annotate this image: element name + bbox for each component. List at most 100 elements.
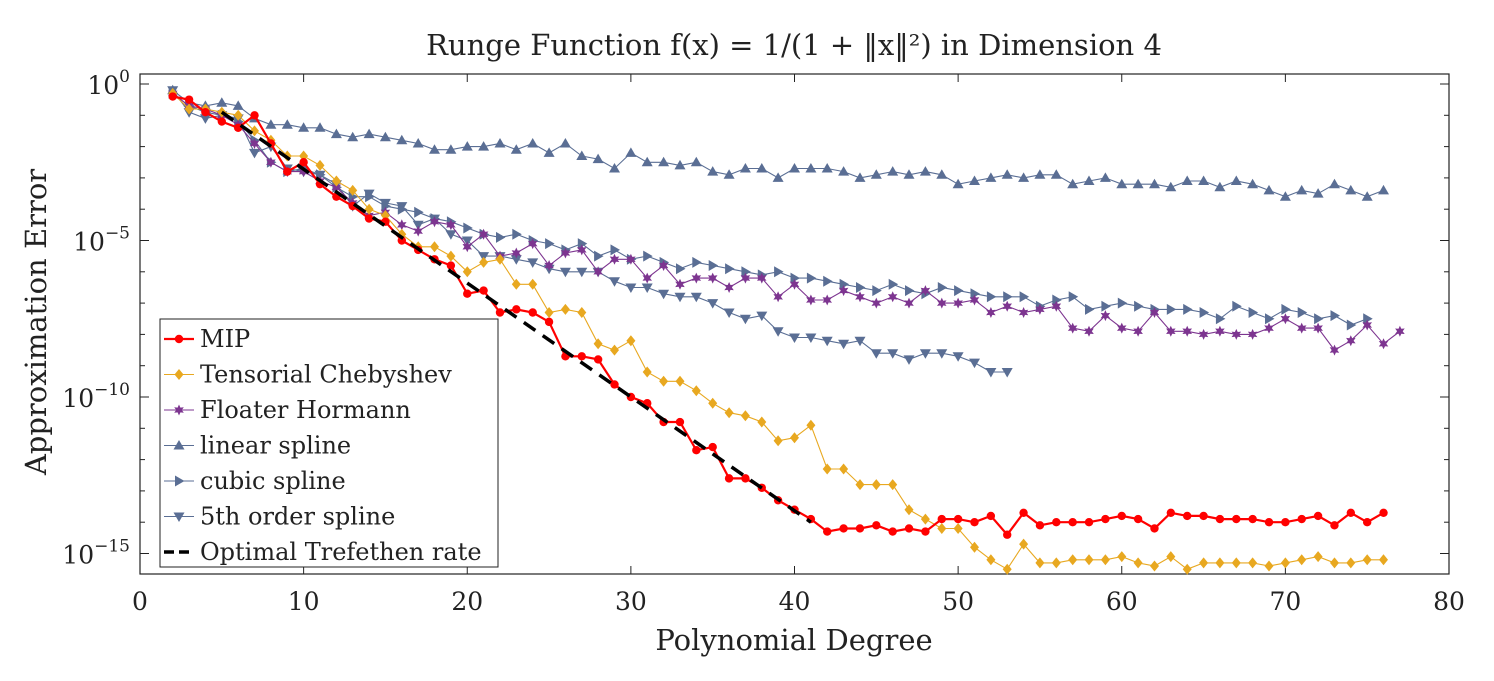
- data-point-mip: [512, 305, 521, 314]
- data-point-5th-order-spline: [527, 258, 539, 268]
- data-point-linear-spline: [1214, 181, 1226, 192]
- data-point-cubic-spline: [414, 206, 424, 218]
- data-point-cubic-spline: [594, 250, 604, 262]
- data-point-floater-hormann: [1067, 322, 1078, 334]
- data-point-tensorial-chebyshev: [560, 303, 570, 315]
- data-point-5th-order-spline: [461, 236, 473, 246]
- data-point-cubic-spline: [1052, 294, 1062, 306]
- data-point-tensorial-chebyshev: [724, 407, 734, 419]
- data-point-5th-order-spline: [609, 277, 620, 287]
- data-point-5th-order-spline: [985, 368, 997, 378]
- legend-item-linear-spline: linear spline: [164, 432, 351, 460]
- data-point-floater-hormann: [1182, 325, 1192, 337]
- data-point-tensorial-chebyshev: [1297, 554, 1307, 566]
- data-point-tensorial-chebyshev: [708, 397, 718, 409]
- data-point-tensorial-chebyshev: [544, 307, 554, 318]
- data-point-linear-spline: [281, 119, 293, 129]
- data-point-linear-spline: [838, 166, 850, 176]
- data-point-5th-order-spline: [707, 299, 719, 309]
- data-point-linear-spline: [1230, 175, 1242, 185]
- y-tick-exponent: −10: [94, 380, 130, 400]
- data-point-5th-order-spline: [379, 198, 391, 209]
- data-point-mip: [1019, 508, 1028, 518]
- data-point-floater-hormann: [1051, 300, 1062, 312]
- data-point-cubic-spline: [1281, 303, 1291, 315]
- data-point-mip: [446, 261, 456, 270]
- data-point-floater-hormann: [1264, 322, 1274, 334]
- data-point-linear-spline: [789, 163, 800, 173]
- data-point-floater-hormann: [609, 253, 620, 265]
- data-point-linear-spline: [478, 141, 490, 151]
- data-point-floater-hormann: [838, 285, 849, 297]
- series-line-optimal-trefethen-rate: [220, 110, 812, 524]
- data-point-tensorial-chebyshev: [1330, 557, 1339, 569]
- data-point-linear-spline: [1132, 178, 1144, 189]
- data-point-floater-hormann: [1395, 325, 1405, 337]
- data-point-mip: [1215, 514, 1225, 524]
- series-line-floater-hormann: [172, 92, 1401, 351]
- data-point-linear-spline: [396, 134, 408, 145]
- data-point-cubic-spline: [970, 288, 980, 300]
- data-point-cubic-spline: [512, 228, 522, 240]
- data-point-cubic-spline: [1346, 319, 1357, 331]
- y-tick-label: 10−5: [73, 224, 130, 257]
- data-point-tensorial-chebyshev: [806, 419, 816, 431]
- data-point-floater-hormann: [871, 297, 882, 309]
- data-point-mip: [528, 308, 537, 317]
- data-point-mip: [397, 236, 406, 245]
- legend-item-mip: MIP: [164, 325, 250, 353]
- data-point-cubic-spline: [1215, 313, 1226, 325]
- data-point-linear-spline: [445, 144, 457, 154]
- data-point-linear-spline: [347, 131, 359, 142]
- data-point-tensorial-chebyshev: [511, 278, 521, 290]
- data-point-floater-hormann: [527, 238, 538, 250]
- data-point-linear-spline: [1345, 184, 1357, 195]
- data-point-5th-order-spline: [625, 283, 637, 293]
- data-point-linear-spline: [1149, 178, 1160, 189]
- data-point-tensorial-chebyshev: [1068, 554, 1078, 566]
- data-point-cubic-spline: [823, 275, 833, 287]
- data-point-5th-order-spline: [363, 189, 375, 200]
- data-point-floater-hormann: [1149, 307, 1160, 318]
- data-point-tensorial-chebyshev: [348, 184, 358, 196]
- data-point-floater-hormann: [937, 297, 947, 309]
- data-point-tensorial-chebyshev: [855, 479, 865, 491]
- data-point-linear-spline: [919, 166, 931, 176]
- data-point-cubic-spline: [839, 278, 850, 290]
- data-point-cubic-spline: [872, 285, 882, 297]
- data-point-mip: [1297, 514, 1306, 524]
- legend-label: 5th order spline: [200, 503, 395, 531]
- data-point-mip: [233, 123, 243, 133]
- data-point-linear-spline: [1083, 175, 1095, 185]
- data-point-tensorial-chebyshev: [331, 175, 341, 187]
- data-point-linear-spline: [674, 159, 686, 170]
- y-tick-label: 10−10: [62, 380, 130, 413]
- data-point-mip: [970, 518, 979, 527]
- data-point-linear-spline: [412, 138, 424, 148]
- data-point-cubic-spline: [1134, 300, 1144, 312]
- legend-item-5th-order-spline: 5th order spline: [164, 503, 395, 531]
- data-point-linear-spline: [805, 163, 817, 173]
- data-point-floater-hormann: [266, 156, 276, 168]
- data-point-linear-spline: [314, 122, 326, 132]
- data-point-linear-spline: [870, 169, 882, 179]
- data-point-5th-order-spline: [412, 220, 424, 231]
- data-point-floater-hormann: [1002, 300, 1012, 312]
- data-point-floater-hormann: [1133, 325, 1143, 337]
- data-point-tensorial-chebyshev: [822, 463, 832, 475]
- data-point-cubic-spline: [888, 278, 899, 290]
- data-point-linear-spline: [1296, 184, 1308, 195]
- data-point-mip: [283, 167, 292, 176]
- data-point-linear-spline: [527, 138, 539, 148]
- legend-label: linear spline: [200, 432, 351, 460]
- data-point-linear-spline: [1263, 184, 1275, 195]
- data-point-tensorial-chebyshev: [1264, 560, 1274, 572]
- data-point-linear-spline: [494, 138, 506, 148]
- data-point-tensorial-chebyshev: [577, 307, 587, 318]
- data-point-tensorial-chebyshev: [1379, 554, 1388, 566]
- data-point-tensorial-chebyshev: [757, 416, 767, 428]
- data-point-floater-hormann: [953, 297, 963, 309]
- data-point-floater-hormann: [675, 278, 685, 290]
- data-point-linear-spline: [429, 144, 440, 154]
